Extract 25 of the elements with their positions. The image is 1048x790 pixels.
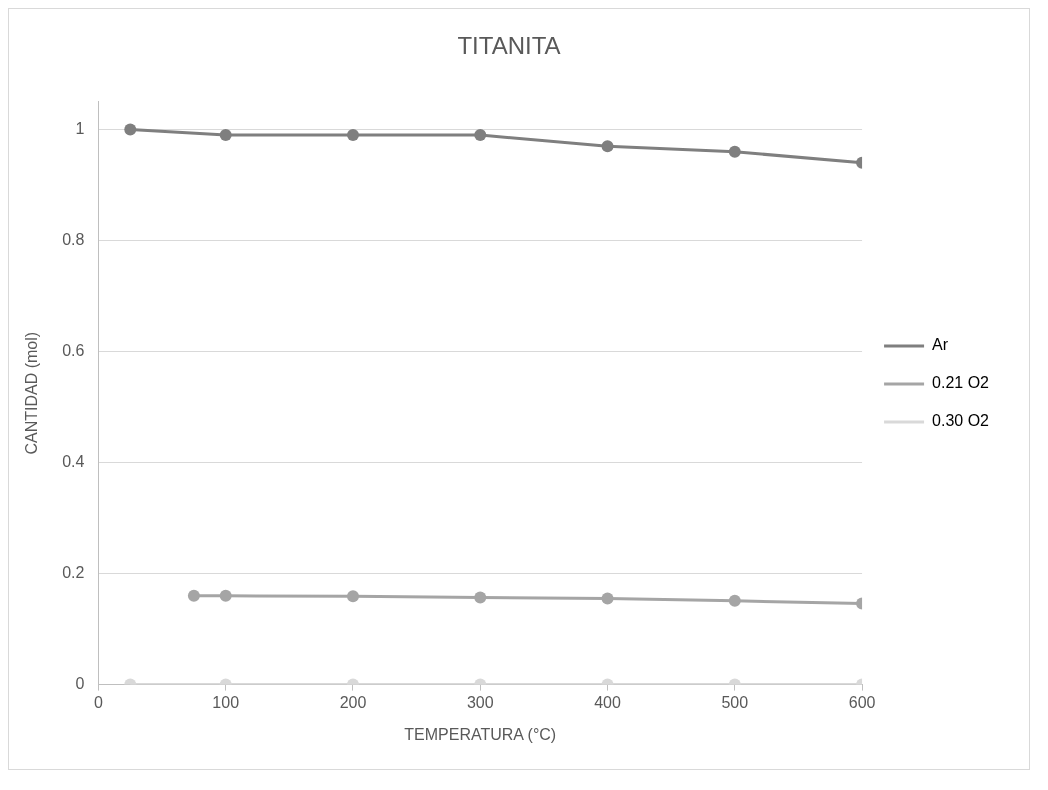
- y-tick-label: 1: [75, 119, 85, 137]
- point: [728, 145, 741, 158]
- point: [601, 140, 614, 153]
- x-axis-title: TEMPERATURA (°C): [404, 725, 557, 743]
- legend-label: Ar: [932, 336, 949, 354]
- point: [346, 129, 359, 142]
- x-tick-label: 100: [212, 693, 240, 711]
- y-tick-label: 0.6: [62, 341, 85, 359]
- x-tick-label: 600: [848, 693, 876, 711]
- y-axis-title: CANTIDAD (mol): [23, 331, 41, 455]
- y-tick-label: 0: [75, 675, 85, 693]
- legend-label: 0.21 O2: [932, 374, 990, 392]
- legend-label: 0.30 O2: [932, 412, 990, 430]
- y-tick-label: 0.8: [62, 230, 85, 248]
- point: [474, 129, 487, 142]
- y-tick-label: 0.2: [62, 564, 85, 581]
- y-tick-label: 0.4: [62, 452, 85, 470]
- x-tick-label: 200: [339, 693, 367, 711]
- x-tick-label: 400: [594, 693, 621, 711]
- x-tick-label: 500: [721, 693, 749, 711]
- point: [124, 123, 137, 136]
- point: [219, 129, 232, 142]
- x-tick-label: 0: [93, 693, 103, 711]
- chart-title: TITANITA: [457, 32, 561, 60]
- x-tick-label: 300: [466, 693, 494, 711]
